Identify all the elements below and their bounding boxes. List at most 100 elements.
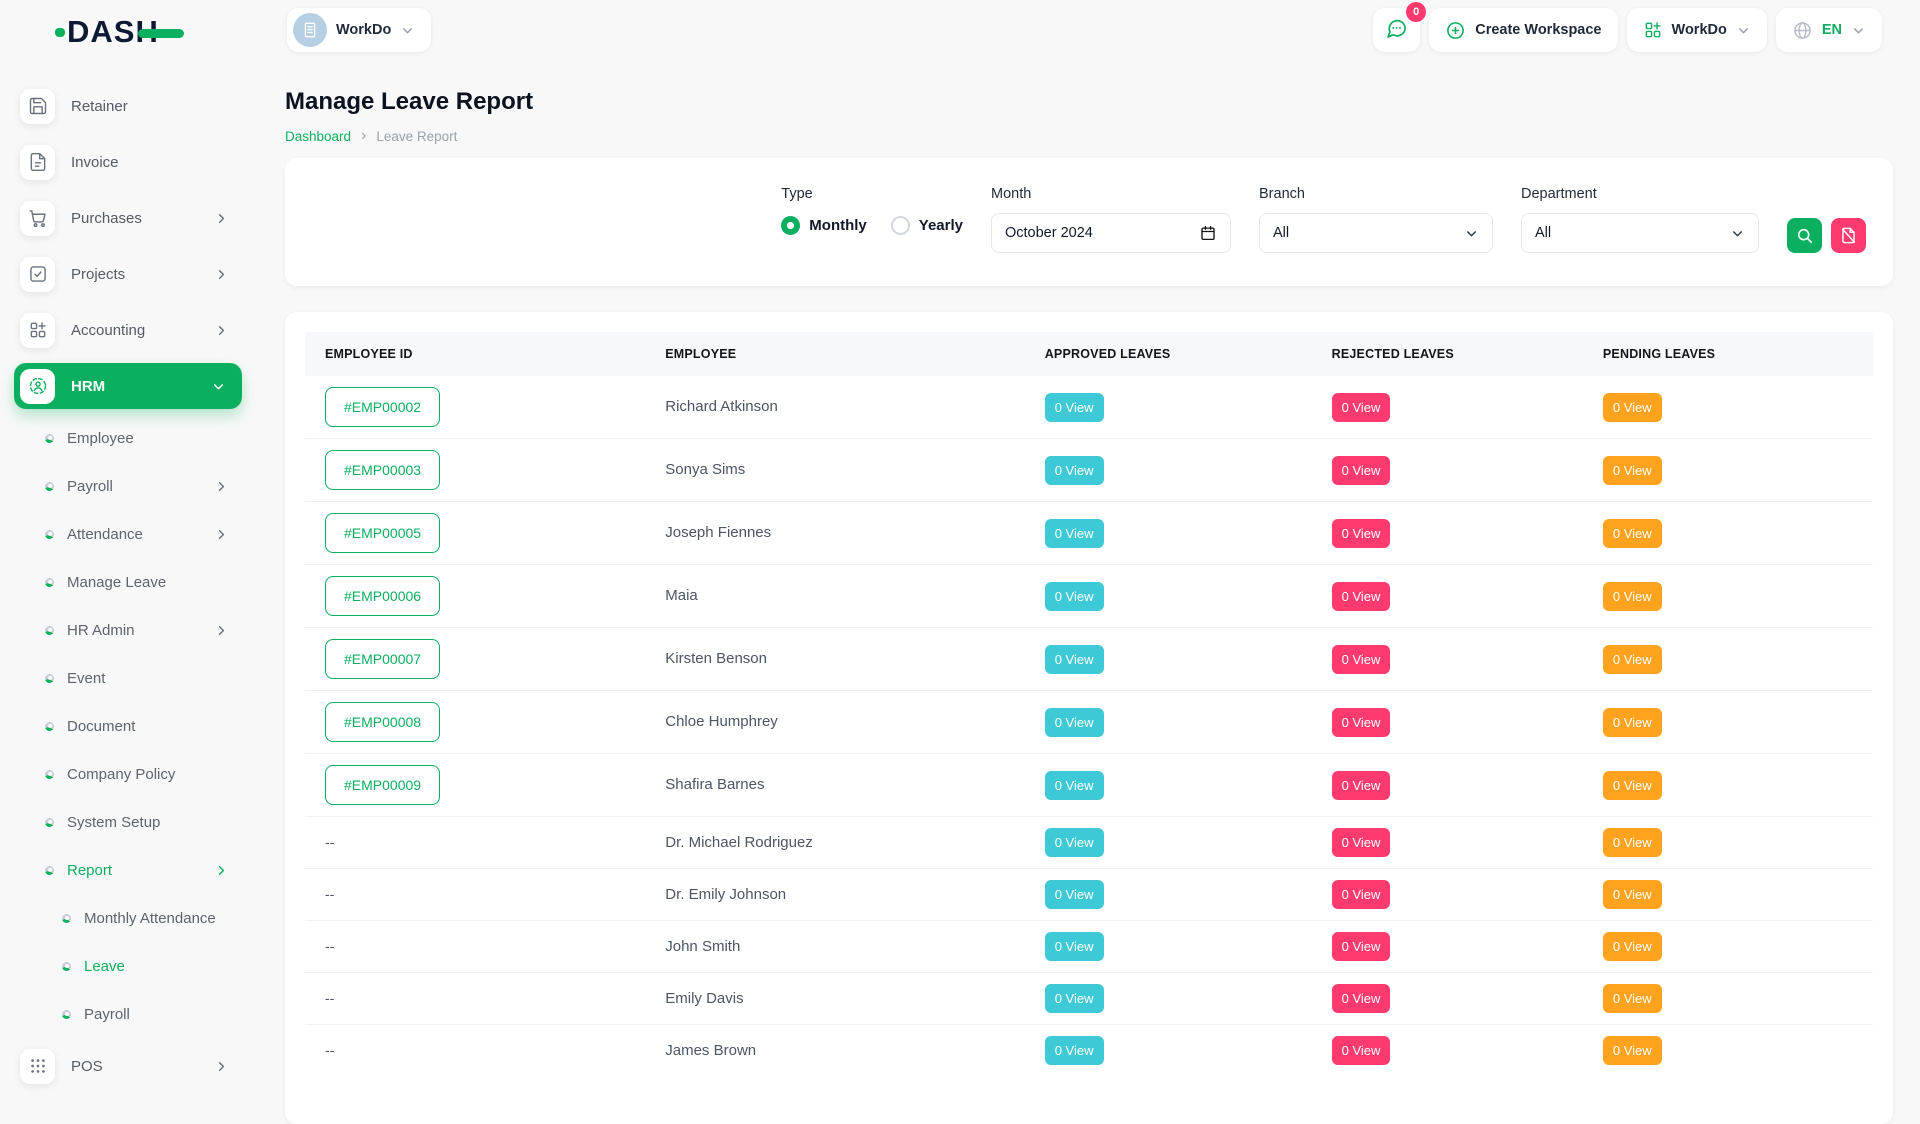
employee-id-button[interactable]: #EMP00006 <box>325 576 441 616</box>
bullet-icon <box>45 817 54 827</box>
rejected-leaves-badge[interactable]: 0 View <box>1331 828 1391 857</box>
pending-leaves-badge[interactable]: 0 View <box>1602 770 1662 800</box>
pending-leaves-badge[interactable]: 0 View <box>1602 707 1662 737</box>
sidebar-item-label: Payroll <box>84 1005 130 1023</box>
sidebar-item-invoice[interactable]: Invoice <box>0 134 255 190</box>
page-title: Manage Leave Report <box>285 88 534 115</box>
sidebar-item-event[interactable]: Event <box>0 654 255 702</box>
sidebar-item-document[interactable]: Document <box>0 702 255 750</box>
leave-report-table-card: EMPLOYEE ID EMPLOYEE APPROVED LEAVES REJECT… <box>285 312 1893 1124</box>
rejected-leaves-badge[interactable]: 0 View <box>1331 455 1391 485</box>
pending-leaves-badge[interactable]: 0 View <box>1602 932 1662 961</box>
approved-leaves-badge[interactable]: 0 View <box>1044 770 1104 800</box>
bullet-icon <box>45 577 54 587</box>
type-yearly-radio[interactable]: Yearly <box>890 216 963 235</box>
employee-id-button[interactable]: #EMP00003 <box>325 450 441 490</box>
month-input[interactable]: October 2024 <box>991 213 1231 253</box>
pending-leaves-badge[interactable]: 0 View <box>1602 455 1662 485</box>
approved-leaves-badge[interactable]: 0 View <box>1044 707 1104 737</box>
chat-count-badge: 0 <box>1406 2 1427 22</box>
sidebar-item-label: Manage Leave <box>67 573 167 591</box>
pending-leaves-badge[interactable]: 0 View <box>1602 984 1662 1013</box>
messages-button[interactable]: 0 <box>1373 2 1427 52</box>
reset-button[interactable] <box>1831 218 1866 253</box>
workspace-selector[interactable]: WorkDo <box>287 8 432 52</box>
workdo-menu-button[interactable]: WorkDo <box>1626 8 1767 52</box>
sidebar-item-projects[interactable]: Projects <box>0 246 255 302</box>
rejected-leaves-badge[interactable]: 0 View <box>1331 770 1391 800</box>
approved-leaves-badge[interactable]: 0 View <box>1044 392 1104 422</box>
workspace-avatar-building-icon <box>293 13 327 47</box>
pending-leaves-badge[interactable]: 0 View <box>1602 392 1662 422</box>
sidebar-item-hrm[interactable]: HRM <box>14 363 242 409</box>
department-filter-group: Department All <box>1521 186 1759 253</box>
rejected-leaves-badge[interactable]: 0 View <box>1331 1036 1391 1065</box>
employee-id-button[interactable]: #EMP00002 <box>325 387 441 427</box>
sidebar-item-manage-leave[interactable]: Manage Leave <box>0 558 255 606</box>
branch-select[interactable]: All <box>1259 213 1493 253</box>
type-monthly-radio[interactable]: Monthly <box>781 216 867 235</box>
sidebar-item-leave[interactable]: Leave <box>0 942 255 990</box>
approved-leaves-badge[interactable]: 0 View <box>1044 455 1104 485</box>
yearly-option-label: Yearly <box>918 217 963 234</box>
create-workspace-button[interactable]: Create Workspace <box>1429 8 1618 52</box>
rejected-leaves-badge[interactable]: 0 View <box>1331 518 1391 548</box>
sidebar-item-company-policy[interactable]: Company Policy <box>0 750 255 798</box>
sidebar-item-payroll[interactable]: Payroll <box>0 462 255 510</box>
logo-accent-dot <box>55 27 65 37</box>
pending-leaves-badge[interactable]: 0 View <box>1602 581 1662 611</box>
approved-leaves-badge[interactable]: 0 View <box>1044 828 1104 857</box>
rejected-leaves-badge[interactable]: 0 View <box>1331 880 1391 909</box>
sidebar-item-attendance[interactable]: Attendance <box>0 510 255 558</box>
breadcrumb-dashboard-link[interactable]: Dashboard <box>285 128 352 144</box>
rejected-leaves-badge[interactable]: 0 View <box>1331 707 1391 737</box>
breadcrumb-separator-icon: › <box>361 127 367 144</box>
approved-leaves-badge[interactable]: 0 View <box>1044 984 1104 1013</box>
sidebar-item-system-setup[interactable]: System Setup <box>0 798 255 846</box>
leave-report-table: EMPLOYEE ID EMPLOYEE APPROVED LEAVES REJECT… <box>305 332 1873 1076</box>
pending-leaves-badge[interactable]: 0 View <box>1602 644 1662 674</box>
sidebar-item-label: System Setup <box>67 813 161 831</box>
approved-leaves-badge[interactable]: 0 View <box>1044 581 1104 611</box>
pending-leaves-badge[interactable]: 0 View <box>1602 518 1662 548</box>
sidebar-item-label: Monthly Attendance <box>84 909 216 927</box>
rejected-leaves-badge[interactable]: 0 View <box>1331 932 1391 961</box>
approved-leaves-badge[interactable]: 0 View <box>1044 880 1104 909</box>
sidebar-item-pos[interactable]: POS <box>0 1038 255 1094</box>
rejected-leaves-badge[interactable]: 0 View <box>1331 581 1391 611</box>
pending-leaves-badge[interactable]: 0 View <box>1602 828 1662 857</box>
approved-leaves-badge[interactable]: 0 View <box>1044 1036 1104 1065</box>
sidebar-item-report[interactable]: Report <box>0 846 255 894</box>
search-button[interactable] <box>1787 218 1822 253</box>
pending-leaves-badge[interactable]: 0 View <box>1602 1036 1662 1065</box>
sidebar-item-purchases[interactable]: Purchases <box>0 190 255 246</box>
employee-id-button[interactable]: #EMP00007 <box>325 639 441 679</box>
approved-leaves-badge[interactable]: 0 View <box>1044 644 1104 674</box>
sidebar-item-monthly-attendance[interactable]: Monthly Attendance <box>0 894 255 942</box>
department-select[interactable]: All <box>1521 213 1759 253</box>
sidebar-item-payroll[interactable]: Payroll <box>0 990 255 1038</box>
pending-leaves-badge[interactable]: 0 View <box>1602 880 1662 909</box>
branch-label: Branch <box>1259 186 1305 202</box>
sidebar-item-label: Report <box>67 861 113 879</box>
sidebar-item-hr-admin[interactable]: HR Admin <box>0 606 255 654</box>
grid-plus-icon <box>20 312 55 348</box>
table-row: -- Dr. Michael Rodriguez 0 View 0 View 0 Vie… <box>305 816 1873 869</box>
rejected-leaves-badge[interactable]: 0 View <box>1331 984 1391 1013</box>
approved-leaves-badge[interactable]: 0 View <box>1044 518 1104 548</box>
employee-id-button[interactable]: #EMP00008 <box>325 702 441 742</box>
employee-id-button[interactable]: #EMP00009 <box>325 765 441 805</box>
rejected-leaves-badge[interactable]: 0 View <box>1331 644 1391 674</box>
employee-id-button[interactable]: #EMP00005 <box>325 513 441 553</box>
language-selector[interactable]: EN <box>1775 8 1882 52</box>
sidebar-item-employee[interactable]: Employee <box>0 414 255 462</box>
table-row: #EMP00009 Shafira Barnes 0 View 0 View 0 Vie… <box>305 753 1873 817</box>
bullet-icon <box>45 529 54 539</box>
sidebar-item-accounting[interactable]: Accounting <box>0 302 255 358</box>
sidebar-item-label: Payroll <box>67 477 113 495</box>
sidebar-item-label: Accounting <box>71 321 146 339</box>
rejected-leaves-badge[interactable]: 0 View <box>1331 392 1391 422</box>
language-code: EN <box>1821 22 1842 38</box>
approved-leaves-badge[interactable]: 0 View <box>1044 932 1104 961</box>
sidebar-item-retainer[interactable]: Retainer <box>0 78 255 134</box>
